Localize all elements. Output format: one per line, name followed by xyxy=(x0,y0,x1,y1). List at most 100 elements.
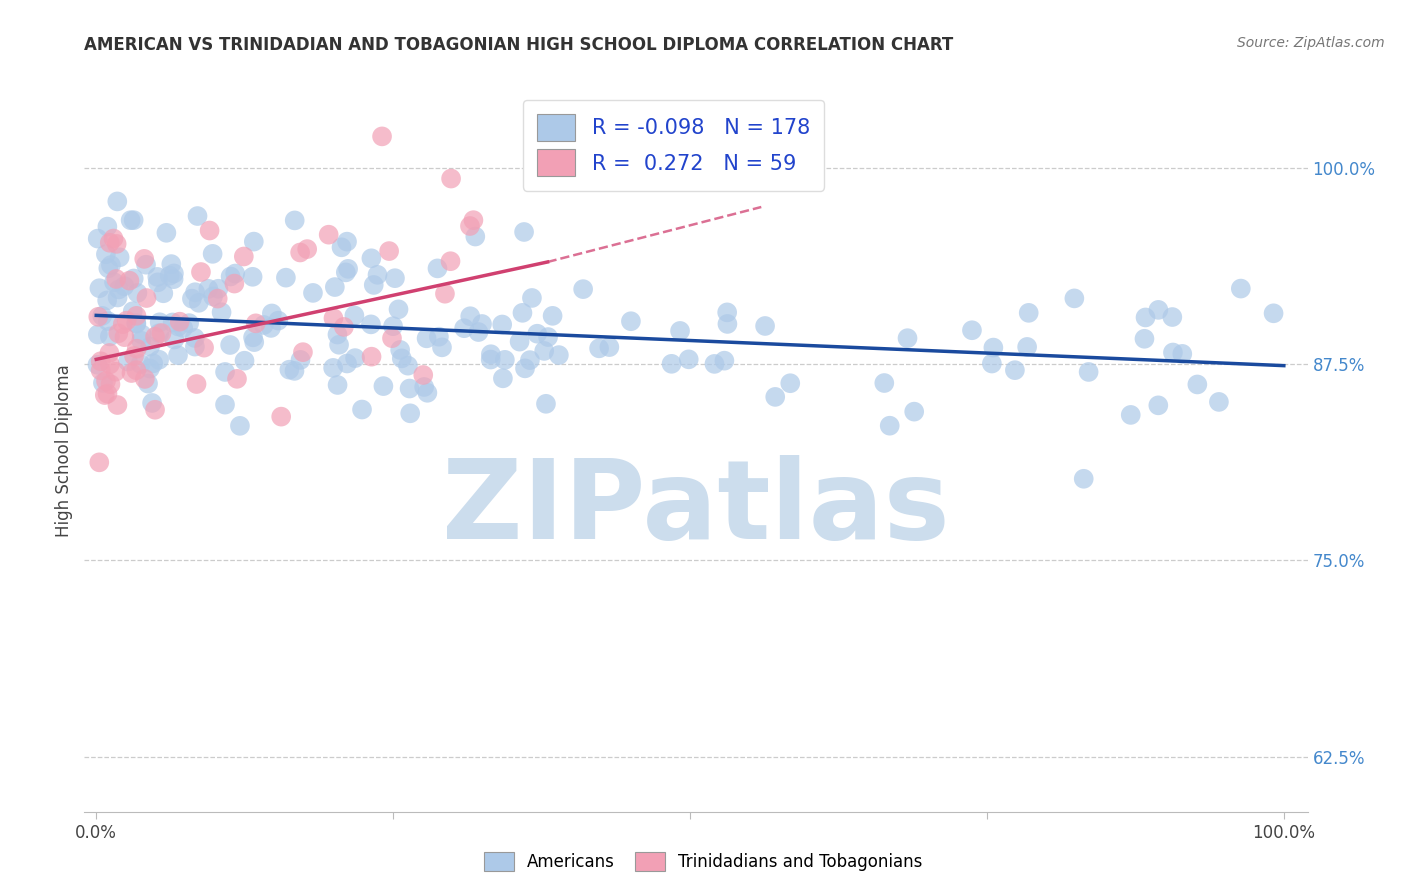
Point xyxy=(512,306,534,320)
Text: ZIPatlas: ZIPatlas xyxy=(441,455,950,562)
Point xyxy=(129,334,152,348)
Point xyxy=(129,357,152,371)
Point xyxy=(125,309,148,323)
Point xyxy=(96,219,118,234)
Point xyxy=(100,377,122,392)
Point xyxy=(155,226,177,240)
Text: AMERICAN VS TRINIDADIAN AND TOBAGONIAN HIGH SCHOOL DIPLOMA CORRELATION CHART: AMERICAN VS TRINIDADIAN AND TOBAGONIAN H… xyxy=(84,36,953,54)
Point xyxy=(125,363,148,377)
Point xyxy=(149,315,172,329)
Point xyxy=(960,323,983,337)
Point xyxy=(391,351,413,366)
Point xyxy=(152,286,174,301)
Point xyxy=(360,350,382,364)
Point xyxy=(98,329,121,343)
Point xyxy=(661,357,683,371)
Point xyxy=(160,257,183,271)
Point xyxy=(1077,365,1099,379)
Point xyxy=(105,272,128,286)
Point xyxy=(143,330,166,344)
Point xyxy=(416,385,439,400)
Point xyxy=(172,321,194,335)
Point xyxy=(90,363,112,377)
Point xyxy=(219,269,242,284)
Point xyxy=(190,265,212,279)
Point xyxy=(323,280,346,294)
Point xyxy=(335,265,357,279)
Point xyxy=(879,418,901,433)
Point xyxy=(187,295,209,310)
Point xyxy=(180,292,202,306)
Point xyxy=(98,346,121,360)
Point xyxy=(274,270,297,285)
Point xyxy=(169,315,191,329)
Point xyxy=(322,360,344,375)
Point xyxy=(118,274,141,288)
Point xyxy=(467,325,489,339)
Point xyxy=(89,281,111,295)
Point xyxy=(201,247,224,261)
Point xyxy=(94,374,117,388)
Point xyxy=(427,329,450,343)
Point xyxy=(97,261,120,276)
Point xyxy=(716,317,738,331)
Point xyxy=(103,231,125,245)
Point xyxy=(245,316,267,330)
Point xyxy=(224,277,246,291)
Point xyxy=(122,271,145,285)
Point xyxy=(278,362,301,376)
Point xyxy=(336,356,359,370)
Point xyxy=(903,404,925,418)
Point xyxy=(387,302,409,317)
Point xyxy=(463,213,485,227)
Point xyxy=(1171,347,1194,361)
Point xyxy=(125,342,148,356)
Point xyxy=(290,352,312,367)
Point xyxy=(232,250,254,264)
Legend: R = -0.098   N = 178, R =  0.272   N = 59: R = -0.098 N = 178, R = 0.272 N = 59 xyxy=(523,100,824,191)
Point xyxy=(430,340,453,354)
Point xyxy=(122,349,145,363)
Text: Source: ZipAtlas.com: Source: ZipAtlas.com xyxy=(1237,36,1385,50)
Point xyxy=(350,402,373,417)
Point xyxy=(146,276,169,290)
Point xyxy=(415,331,437,345)
Point xyxy=(1133,332,1156,346)
Point xyxy=(86,358,108,372)
Point xyxy=(214,398,236,412)
Point xyxy=(526,326,548,341)
Point xyxy=(219,338,242,352)
Point xyxy=(333,319,356,334)
Point xyxy=(91,376,114,390)
Point xyxy=(148,326,170,341)
Point xyxy=(202,289,225,303)
Point xyxy=(373,379,395,393)
Point xyxy=(763,390,786,404)
Point xyxy=(162,272,184,286)
Point xyxy=(1073,472,1095,486)
Point xyxy=(105,236,128,251)
Point xyxy=(112,279,135,293)
Point xyxy=(242,330,264,344)
Point xyxy=(122,213,145,227)
Point xyxy=(669,324,692,338)
Point xyxy=(107,398,129,412)
Point xyxy=(534,397,557,411)
Point xyxy=(492,371,515,385)
Point xyxy=(980,357,1002,371)
Point xyxy=(344,351,367,365)
Point xyxy=(136,376,159,391)
Point xyxy=(121,304,143,318)
Point xyxy=(107,326,129,341)
Point xyxy=(139,361,162,376)
Point xyxy=(96,386,118,401)
Point xyxy=(270,409,292,424)
Point xyxy=(233,353,256,368)
Point xyxy=(873,376,896,390)
Point xyxy=(458,310,481,324)
Point xyxy=(513,361,536,376)
Point xyxy=(260,306,283,320)
Point xyxy=(326,378,349,392)
Point xyxy=(98,235,121,250)
Point xyxy=(150,326,173,340)
